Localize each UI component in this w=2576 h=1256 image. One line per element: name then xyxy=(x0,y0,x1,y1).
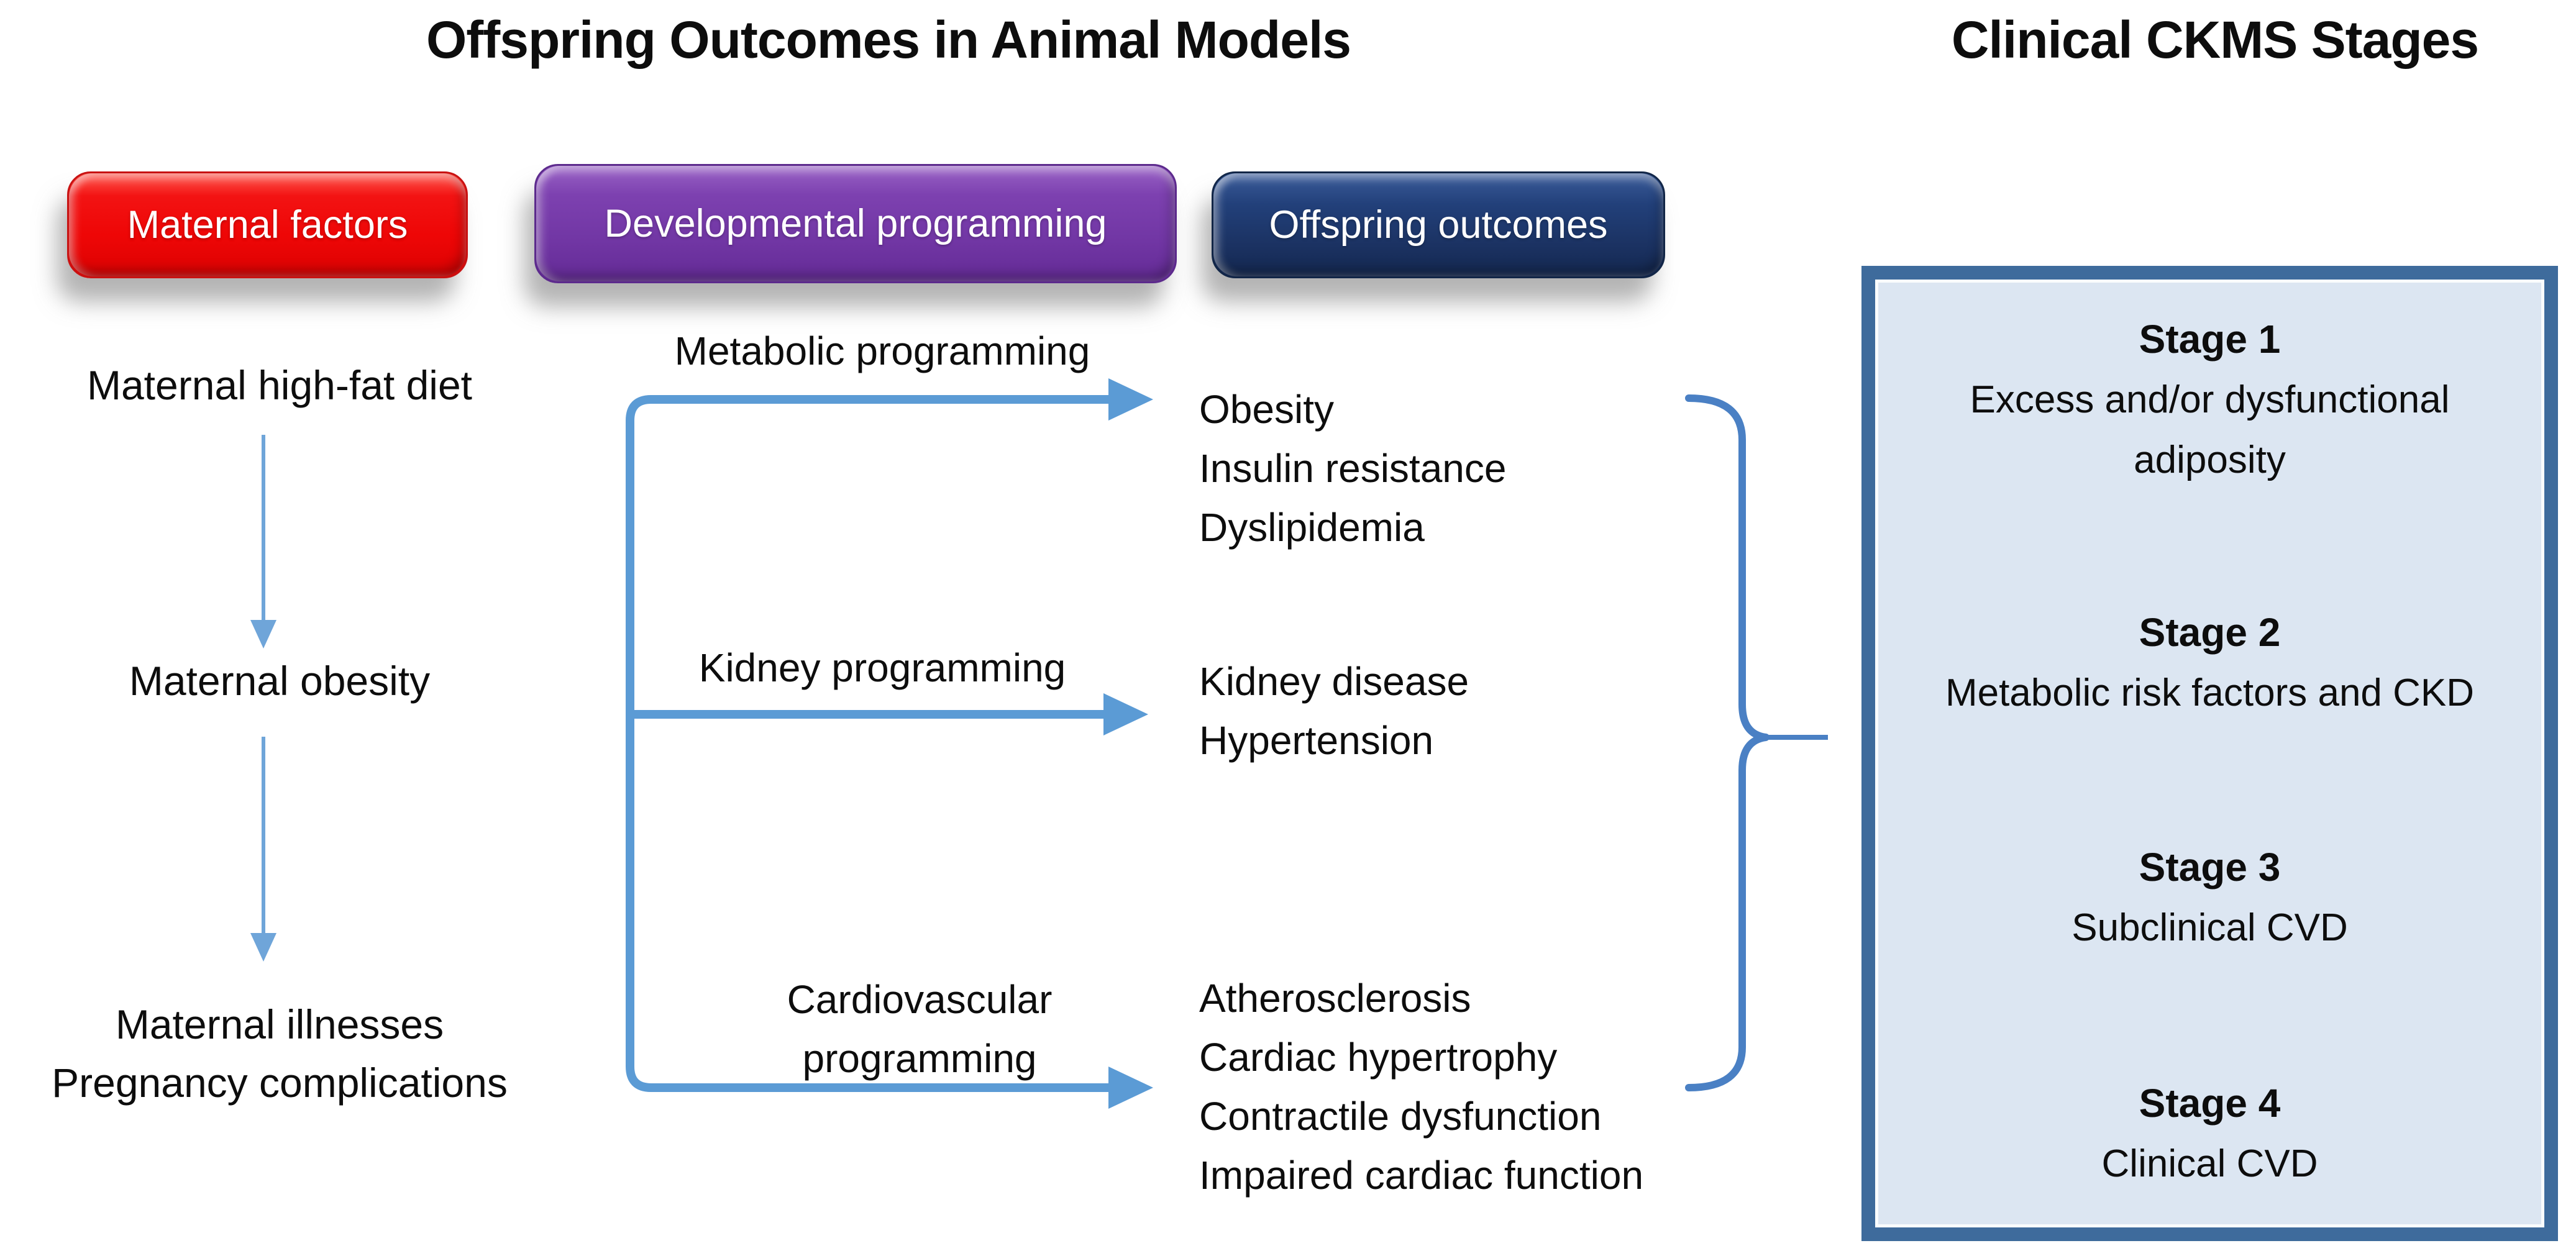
down-arrowhead-icon xyxy=(250,620,276,648)
kidney-programming-label: Kidney programming xyxy=(698,645,1066,690)
stage-2-description: Metabolic risk factors and CKD xyxy=(1945,671,2475,714)
outcome-item: Atherosclerosis xyxy=(1199,976,1471,1021)
offspring-outcomes-badge-label: Offspring outcomes xyxy=(1269,203,1608,247)
offspring-outcomes-badge: Offspring outcomes xyxy=(1212,171,1665,278)
down-arrowhead-icon xyxy=(250,933,276,962)
metabolic-programming-label: Metabolic programming xyxy=(674,329,1090,373)
maternal-factors-badge: Maternal factors xyxy=(67,171,468,278)
stage-1-group: Stage 1 Excess and/or dysfunctional adip… xyxy=(1875,309,2544,490)
outcome-item: Dyslipidemia xyxy=(1199,505,1425,550)
stage-4-description: Clinical CVD xyxy=(2101,1142,2318,1185)
outcome-item: Insulin resistance xyxy=(1199,446,1507,491)
stage-4-name: Stage 4 xyxy=(2139,1081,2281,1126)
stage-3-group: Stage 3 Subclinical CVD xyxy=(1875,837,2544,958)
stage-1-description: Excess and/or dysfunctional xyxy=(1970,378,2450,421)
cardiovascular-outcomes-list: Atherosclerosis Cardiac hypertrophy Cont… xyxy=(1199,969,1643,1205)
ckms-stages-box: Stage 1 Excess and/or dysfunctional adip… xyxy=(1861,266,2558,1241)
outcome-item: Contractile dysfunction xyxy=(1199,1094,1602,1139)
stage-3-name: Stage 3 xyxy=(2139,845,2281,890)
pregnancy-complications-line: Pregnancy complications xyxy=(52,1060,508,1106)
stage-3-description: Subclinical CVD xyxy=(2071,906,2348,949)
developmental-programming-badge: Developmental programming xyxy=(534,164,1177,283)
maternal-obesity-text: Maternal obesity xyxy=(129,658,431,704)
outcomes-brace xyxy=(1685,394,1770,1091)
metabolic-outcomes-list: Obesity Insulin resistance Dyslipidemia xyxy=(1199,380,1506,557)
right-arrowhead-icon xyxy=(1108,378,1153,421)
stage-4-group: Stage 4 Clinical CVD xyxy=(1875,1073,2544,1194)
outcome-item: Kidney disease xyxy=(1199,659,1469,704)
stage-2-group: Stage 2 Metabolic risk factors and CKD xyxy=(1875,603,2544,723)
cardiovascular-programming-line: programming xyxy=(802,1036,1037,1081)
maternal-illnesses-line: Maternal illnesses xyxy=(115,1001,444,1047)
stage-2-name: Stage 2 xyxy=(2139,610,2281,655)
kidney-outcomes-list: Kidney disease Hypertension xyxy=(1199,652,1469,770)
stage-1-description: adiposity xyxy=(2134,439,2286,481)
stage-1-name: Stage 1 xyxy=(2139,317,2281,362)
programming-branch-connector xyxy=(626,395,1110,1092)
maternal-illnesses-text: Maternal illnesses Pregnancy complicatio… xyxy=(0,995,559,1112)
maternal-high-fat-diet-text: Maternal high-fat diet xyxy=(86,362,472,408)
developmental-programming-badge-label: Developmental programming xyxy=(604,202,1107,245)
right-arrowhead-icon xyxy=(1103,693,1148,735)
outcome-item: Hypertension xyxy=(1199,718,1434,763)
right-arrowhead-icon xyxy=(1108,1067,1153,1109)
left-section-title: Offspring Outcomes in Animal Models xyxy=(426,11,1351,69)
outcome-item: Obesity xyxy=(1199,387,1334,432)
cardiovascular-programming-line: Cardiovascular xyxy=(787,977,1053,1022)
maternal-factors-badge-label: Maternal factors xyxy=(127,203,408,247)
right-section-title: Clinical CKMS Stages xyxy=(1951,11,2479,69)
outcome-item: Impaired cardiac function xyxy=(1199,1153,1644,1198)
cardiovascular-programming-label: Cardiovascular programming xyxy=(733,970,1106,1088)
outcome-item: Cardiac hypertrophy xyxy=(1199,1035,1558,1080)
